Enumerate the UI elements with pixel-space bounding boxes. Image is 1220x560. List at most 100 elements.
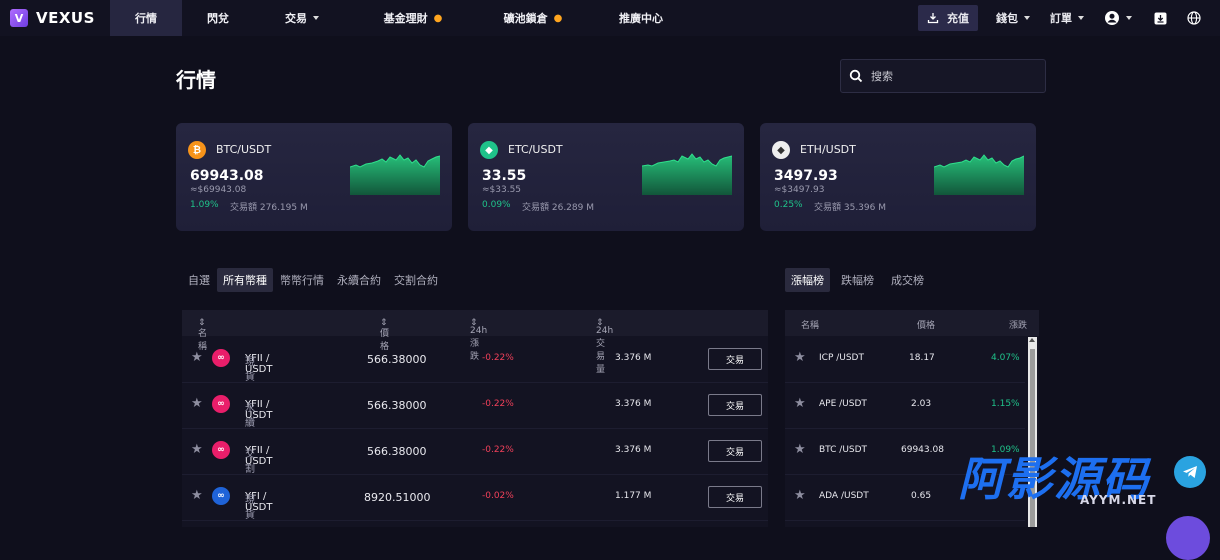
tab-gainers[interactable]: 漲幅榜 bbox=[785, 268, 830, 292]
nav-item-fund[interactable]: 基金理財 ● bbox=[383, 12, 443, 25]
download-tray-icon bbox=[927, 13, 939, 24]
col-change[interactable]: 24h漲跌 ⇕ bbox=[470, 318, 488, 362]
chat-support-button[interactable] bbox=[1166, 516, 1210, 560]
col-volume[interactable]: 24h交易量 ⇕ bbox=[596, 318, 614, 375]
ticker-volume: 交易額 26.289 M bbox=[522, 203, 594, 213]
brand-logo[interactable]: V VEXUS bbox=[10, 9, 110, 27]
ticker-card[interactable]: ◆ ETC/USDT 33.55 ≈$33.55 0.09% 交易額 26.28… bbox=[468, 123, 744, 231]
trade-button[interactable]: 交易 bbox=[708, 348, 762, 370]
account-menu[interactable] bbox=[1104, 10, 1132, 26]
table-row[interactable]: ★ ∞ YFII / USDT 現貨 566.38000 -0.22% 3.37… bbox=[182, 336, 768, 383]
tab-losers[interactable]: 跌幅榜 bbox=[841, 274, 874, 287]
sparkline-chart bbox=[934, 154, 1024, 195]
sparkline-chart bbox=[350, 154, 440, 195]
ticker-card[interactable]: ◆ ETH/USDT 3497.93 ≈$3497.93 0.25% 交易額 3… bbox=[760, 123, 1036, 231]
rank-table-header: 名稱 價格 漲跌 bbox=[785, 310, 1039, 336]
star-icon[interactable]: ★ bbox=[794, 396, 806, 411]
coin-icon: ∞ bbox=[212, 487, 230, 505]
user-avatar-icon bbox=[1105, 11, 1119, 25]
price-cell: 2.03 bbox=[911, 399, 932, 409]
ticker-approx: ≈$3497.93 bbox=[774, 185, 825, 195]
tab-spot[interactable]: 幣幣行情 bbox=[280, 274, 324, 287]
search-input[interactable] bbox=[869, 68, 1033, 84]
volume-cell: 1.177 M bbox=[615, 491, 652, 501]
col-price: 價格 bbox=[917, 321, 936, 331]
nav-item-mining[interactable]: 礦池鎖倉 ● bbox=[503, 12, 563, 25]
ticker-pair: ETH/USDT bbox=[800, 143, 856, 156]
nav-item-markets[interactable]: 行情 bbox=[110, 0, 182, 36]
fire-icon: ● bbox=[433, 12, 443, 24]
main-nav: 行情 閃兌 交易 基金理財 ● 礦池鎖倉 ● 推廣中心 bbox=[110, 0, 692, 36]
change-cell: 4.07% bbox=[991, 353, 1020, 363]
star-icon[interactable]: ★ bbox=[794, 350, 806, 365]
ticker-change: 0.09% bbox=[482, 200, 511, 210]
ticker-card[interactable]: ₿ BTC/USDT 69943.08 ≈$69943.08 1.09% 交易額… bbox=[176, 123, 452, 231]
price-cell: 566.38000 bbox=[367, 445, 427, 458]
change-cell: -0.22% bbox=[482, 445, 514, 455]
chevron-down-icon bbox=[1078, 16, 1084, 20]
table-row[interactable]: ★ ∞ YFII / USDT 永續 566.38000 -0.22% 3.37… bbox=[182, 382, 768, 429]
page-title: 行情 bbox=[176, 68, 216, 92]
table-row[interactable]: ★ ∞ YFI / USDT 現貨 8920.51000 -0.02% 1.17… bbox=[182, 474, 768, 521]
list-item[interactable]: ★ ICP /USDT 18.17 4.07% bbox=[785, 336, 1025, 383]
telegram-button[interactable] bbox=[1174, 456, 1206, 488]
market-table-header: 名稱 ⇕ 價格 ⇕ 24h漲跌 ⇕ 24h交易量 ⇕ bbox=[182, 310, 768, 375]
star-icon[interactable]: ★ bbox=[191, 350, 203, 365]
globe-icon bbox=[1187, 11, 1201, 25]
ticker-approx: ≈$33.55 bbox=[482, 185, 522, 195]
fire-icon: ● bbox=[553, 12, 563, 24]
col-name: 名稱 bbox=[801, 321, 820, 331]
rank-scrollbar[interactable] bbox=[1028, 337, 1037, 527]
col-price[interactable]: 價格 ⇕ bbox=[380, 318, 390, 352]
change-cell: 1.15% bbox=[991, 399, 1020, 409]
tab-favorites[interactable]: 自選 bbox=[188, 274, 210, 287]
tab-all-coins[interactable]: 所有幣種 bbox=[217, 268, 273, 292]
ticker-price: 3497.93 bbox=[774, 168, 838, 184]
star-icon[interactable]: ★ bbox=[794, 488, 806, 503]
nav-item-promotion[interactable]: 推廣中心 bbox=[619, 12, 663, 25]
tab-volume[interactable]: 成交榜 bbox=[891, 274, 924, 287]
star-icon[interactable]: ★ bbox=[794, 442, 806, 457]
telegram-icon bbox=[1183, 466, 1197, 478]
scroll-up-arrow-icon[interactable] bbox=[1029, 338, 1035, 342]
chevron-down-icon bbox=[1024, 16, 1030, 20]
orders-menu[interactable]: 訂單 bbox=[1050, 10, 1084, 26]
star-icon[interactable]: ★ bbox=[191, 442, 203, 457]
list-item[interactable]: ★ ADA /USDT 0.65 bbox=[785, 474, 1025, 521]
wallet-menu[interactable]: 錢包 bbox=[996, 10, 1030, 26]
search-box[interactable] bbox=[840, 59, 1046, 93]
price-cell: 69943.08 bbox=[901, 445, 944, 455]
table-row[interactable]: ★ ∞ YFII / USDT 交割 566.38000 -0.22% 3.37… bbox=[182, 428, 768, 475]
col-name[interactable]: 名稱 ⇕ bbox=[198, 318, 208, 352]
price-cell: 8920.51000 bbox=[364, 491, 431, 504]
price-cell: 566.38000 bbox=[367, 353, 427, 366]
tab-delivery[interactable]: 交割合約 bbox=[394, 274, 438, 287]
star-icon[interactable]: ★ bbox=[191, 396, 203, 411]
price-cell: 0.65 bbox=[911, 491, 932, 501]
ticker-price: 33.55 bbox=[482, 168, 527, 184]
nav-item-swap[interactable]: 閃兌 bbox=[207, 12, 229, 25]
language-button[interactable] bbox=[1186, 10, 1202, 26]
trade-button[interactable]: 交易 bbox=[708, 440, 762, 462]
eth-coin-icon: ◆ bbox=[772, 141, 790, 159]
deposit-button[interactable]: 充值 bbox=[918, 5, 978, 31]
trade-button[interactable]: 交易 bbox=[708, 394, 762, 416]
market-tabs: 自選 所有幣種 幣幣行情 永續合約 交割合約 bbox=[182, 268, 445, 292]
ticker-price: 69943.08 bbox=[190, 168, 264, 184]
ticker-change: 0.25% bbox=[774, 200, 803, 210]
star-icon[interactable]: ★ bbox=[191, 488, 203, 503]
tab-perpetual[interactable]: 永續合約 bbox=[337, 274, 381, 287]
market-table: 名稱 ⇕ 價格 ⇕ 24h漲跌 ⇕ 24h交易量 ⇕ ★ ∞ YFII / US… bbox=[182, 310, 768, 527]
rank-tabs: 漲幅榜 跌幅榜 成交榜 bbox=[785, 268, 931, 292]
trade-button[interactable]: 交易 bbox=[708, 486, 762, 508]
pair-cell: ADA /USDT bbox=[819, 491, 869, 501]
app-download-button[interactable] bbox=[1152, 10, 1168, 26]
top-navbar: V VEXUS 行情 閃兌 交易 基金理財 ● 礦池鎖倉 ● 推廣中心 充值 錢包 … bbox=[0, 0, 1220, 36]
list-item[interactable]: ★ BTC /USDT 69943.08 1.09% bbox=[785, 428, 1025, 475]
coin-icon: ∞ bbox=[212, 349, 230, 367]
nav-item-trade[interactable]: 交易 bbox=[254, 0, 350, 36]
change-cell: 1.09% bbox=[991, 445, 1020, 455]
col-change: 漲跌 bbox=[1009, 321, 1028, 331]
scrollbar-thumb[interactable] bbox=[1030, 349, 1035, 527]
list-item[interactable]: ★ APE /USDT 2.03 1.15% bbox=[785, 382, 1025, 429]
